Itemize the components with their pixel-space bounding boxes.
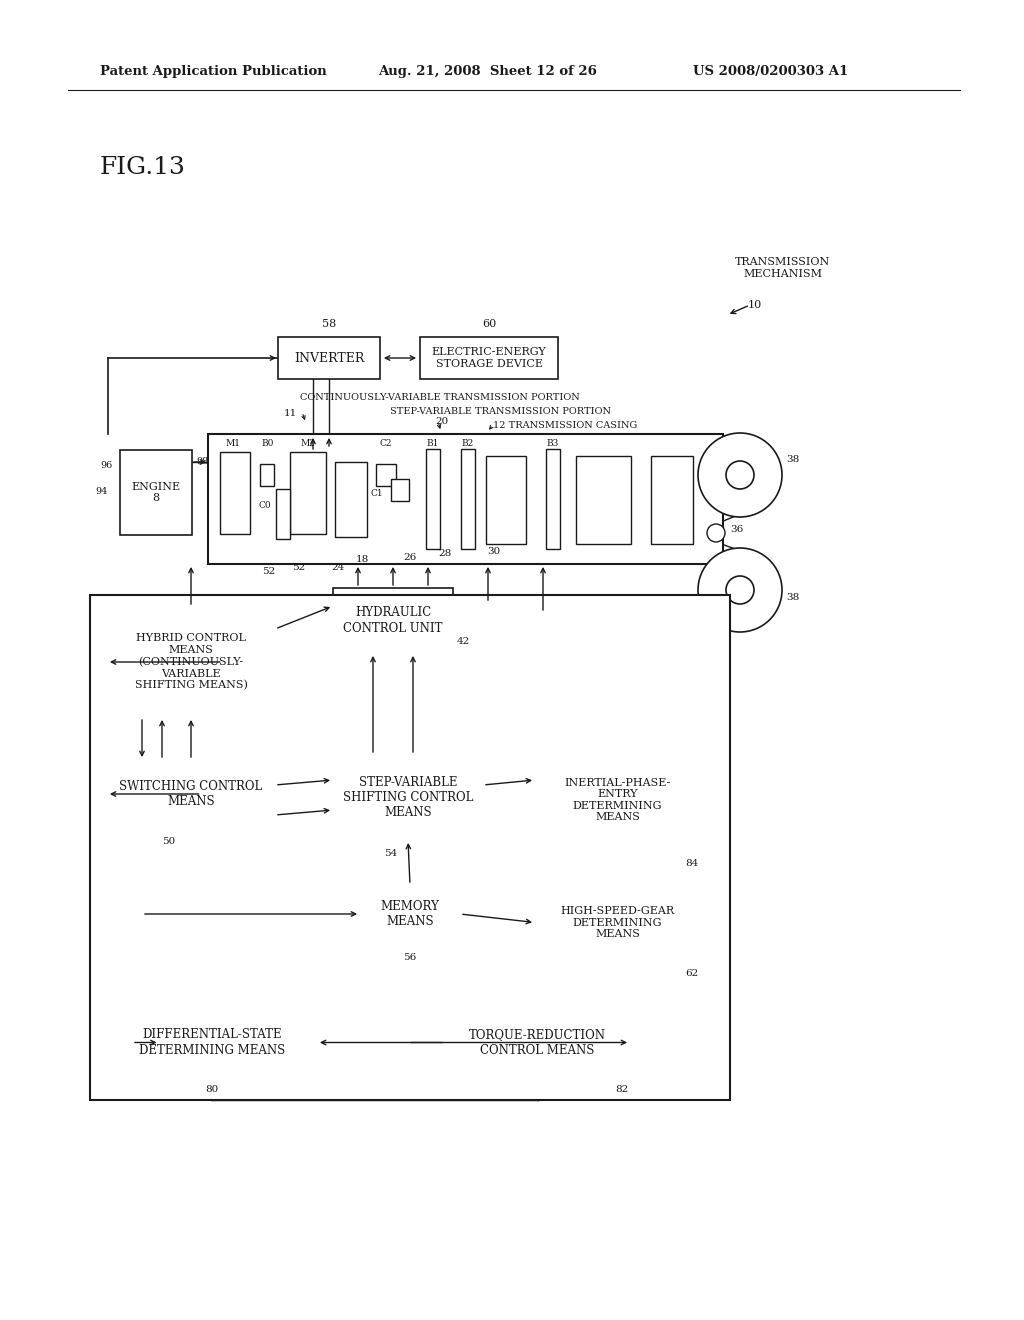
Text: C2: C2 [380,438,392,447]
Text: 26: 26 [403,553,417,561]
Text: B3: B3 [547,438,559,447]
Text: STEP-VARIABLE TRANSMISSION PORTION: STEP-VARIABLE TRANSMISSION PORTION [390,408,611,417]
Text: C1: C1 [371,490,383,499]
Text: 84: 84 [685,859,698,869]
Text: B1: B1 [427,438,439,447]
Circle shape [726,461,754,488]
Text: INVERTER: INVERTER [294,351,365,364]
Circle shape [707,524,725,543]
Bar [535,750,700,850]
Text: 80: 80 [206,1085,219,1093]
Bar [278,337,380,379]
Text: 54: 54 [384,850,397,858]
Text: 98: 98 [196,458,208,466]
Text: 56: 56 [403,953,417,961]
Text: 52: 52 [292,562,305,572]
Text: TORQUE-REDUCTION
CONTROL MEANS: TORQUE-REDUCTION CONTROL MEANS [469,1028,606,1056]
Bar [90,595,730,1100]
Text: SWITCHING CONTROL
MEANS: SWITCHING CONTROL MEANS [120,780,262,808]
Text: 11: 11 [284,408,297,417]
Bar [106,1010,317,1074]
Bar [535,884,700,960]
Bar [575,455,631,544]
Text: HYDRAULIC
CONTROL UNIT: HYDRAULIC CONTROL UNIT [343,606,442,635]
Text: FIG.13: FIG.13 [100,157,186,180]
Bar [360,884,460,942]
Text: ELECTRIC-ENERGY
STORAGE DEVICE: ELECTRIC-ENERGY STORAGE DEVICE [432,347,547,368]
Text: 60: 60 [482,319,496,329]
Text: 94: 94 [95,487,108,496]
Bar [426,449,440,549]
Bar [376,465,396,486]
Bar [335,462,367,537]
Text: 82: 82 [614,1085,628,1093]
Text: 20: 20 [435,417,449,426]
Text: B0: B0 [262,438,274,447]
Bar [290,451,326,535]
Text: 10: 10 [748,300,762,310]
Text: DIFFERENTIAL-STATE
DETERMINING MEANS: DIFFERENTIAL-STATE DETERMINING MEANS [139,1028,285,1056]
Bar [106,607,275,717]
Text: 96: 96 [100,462,113,470]
Text: M1: M1 [225,438,241,447]
Bar [461,449,475,549]
Text: 30: 30 [487,546,501,556]
Text: STEP-VARIABLE
SHIFTING CONTROL
MEANS: STEP-VARIABLE SHIFTING CONTROL MEANS [343,776,473,818]
Text: US 2008/0200303 A1: US 2008/0200303 A1 [693,66,848,78]
Text: 28: 28 [438,549,452,558]
Bar [120,450,193,535]
Text: 38: 38 [786,594,800,602]
Text: 52: 52 [262,566,275,576]
Text: 24: 24 [332,562,345,572]
Text: CONTINUOUSLY-VARIABLE TRANSMISSION PORTION: CONTINUOUSLY-VARIABLE TRANSMISSION PORTI… [300,393,580,403]
Bar [333,755,483,840]
Text: HIGH-SPEED-GEAR
DETERMINING
MEANS: HIGH-SPEED-GEAR DETERMINING MEANS [560,906,675,939]
Bar [445,1010,630,1074]
Text: 58: 58 [322,319,336,329]
Circle shape [726,576,754,605]
Text: ENGINE
8: ENGINE 8 [131,482,180,503]
Bar [546,449,560,549]
Bar [276,488,290,539]
Text: 62: 62 [685,969,698,978]
Circle shape [698,548,782,632]
Text: 36: 36 [730,524,743,533]
Bar [208,434,723,564]
Bar [106,760,275,828]
Circle shape [698,433,782,517]
Bar [420,337,558,379]
Text: 50: 50 [163,837,176,846]
Text: HYBRID CONTROL
MEANS
(CONTINUOUSLY-
VARIABLE
SHIFTING MEANS): HYBRID CONTROL MEANS (CONTINUOUSLY- VARI… [134,634,248,690]
Text: INERTIAL-PHASE-
ENTRY
DETERMINING
MEANS: INERTIAL-PHASE- ENTRY DETERMINING MEANS [564,777,671,822]
Text: C0: C0 [258,502,271,511]
Text: Aug. 21, 2008  Sheet 12 of 26: Aug. 21, 2008 Sheet 12 of 26 [378,66,597,78]
Text: M2: M2 [301,438,315,447]
Text: 12 TRANSMISSION CASING: 12 TRANSMISSION CASING [493,421,637,430]
Bar [651,455,693,544]
Bar [333,587,453,653]
Text: 18: 18 [355,556,369,565]
Text: 38: 38 [786,455,800,465]
Bar [391,479,409,502]
Bar [220,451,250,535]
Text: TRANSMISSION
MECHANISM: TRANSMISSION MECHANISM [735,257,830,279]
Text: B2: B2 [462,438,474,447]
Text: Patent Application Publication: Patent Application Publication [100,66,327,78]
Bar [260,465,274,486]
Text: 42: 42 [457,636,470,645]
Text: MEMORY
MEANS: MEMORY MEANS [381,900,439,928]
Bar [486,455,526,544]
